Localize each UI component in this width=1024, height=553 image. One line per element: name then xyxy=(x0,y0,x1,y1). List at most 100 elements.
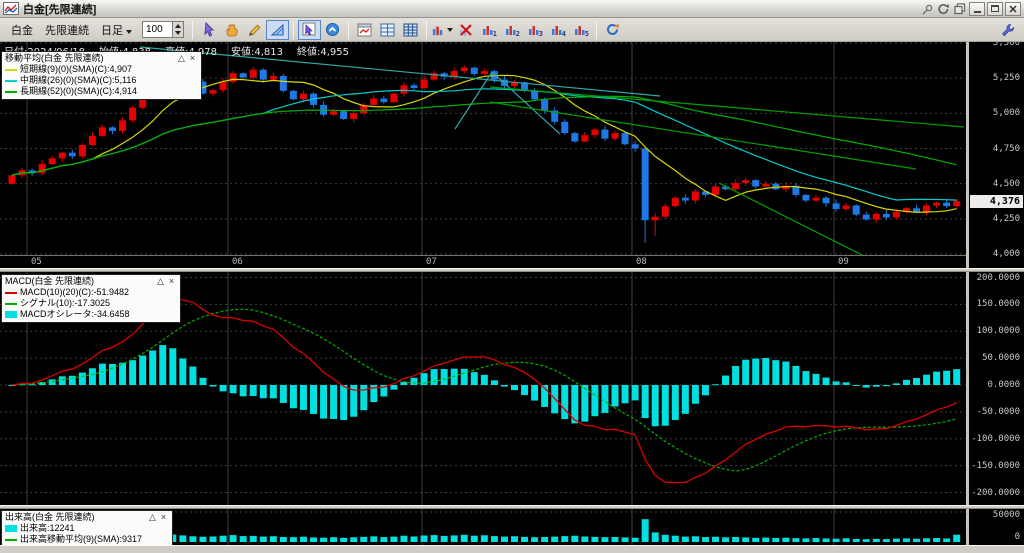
zoom-reset-button[interactable] xyxy=(321,20,344,40)
macd-axis-label: 0.0000 xyxy=(987,380,1020,390)
minimize-button[interactable] xyxy=(969,1,985,16)
macd-histogram-layer xyxy=(8,345,961,427)
volume-axis-label: 0 xyxy=(1014,532,1020,542)
bar-count-spinner[interactable]: 100 xyxy=(142,21,184,38)
volume-axis[interactable]: 50000 0 xyxy=(966,509,1024,545)
slot-number: 4 xyxy=(561,29,566,38)
ruler-tool-button[interactable] xyxy=(266,19,289,40)
panel-splitter[interactable] xyxy=(0,268,1024,272)
legend-row: 出来高移動平均(9)(SMA):9317 xyxy=(5,534,169,545)
crosshair-pointer-button[interactable] xyxy=(298,19,321,40)
title-bar[interactable]: 白金[先限連続] xyxy=(0,0,1024,18)
pan-tool-button[interactable] xyxy=(220,20,243,40)
volume-legend-box: 出来高(白金 先限連続) △ × 出来高:12241 出来高移動平均(9)(SM… xyxy=(1,510,173,545)
current-price-tag: 4,376 xyxy=(970,195,1023,209)
oscillator-swatch xyxy=(5,311,17,318)
legend-row: 中期線(26)(0)(SMA)(C):5,116 xyxy=(5,75,198,86)
duplicate-window-icon[interactable] xyxy=(952,2,967,16)
indicator-slot-2-button[interactable]: 2 xyxy=(500,20,523,40)
mini-chart-icon xyxy=(552,26,562,35)
spin-up-button[interactable] xyxy=(173,22,183,30)
app-icon xyxy=(3,2,19,15)
spin-up-icon xyxy=(175,23,181,28)
toolbar: 白金 先限連続 日足 100 xyxy=(0,18,1024,42)
refresh-icon xyxy=(607,23,619,35)
x-axis-label: 07 xyxy=(426,257,437,267)
ma-legend-box: 移動平均(白金 先限連続) △ × 短期線(9)(0)(SMA)(C):4,90… xyxy=(1,51,202,100)
volume-panel: 出来高(白金 先限連続) △ × 出来高:12241 出来高移動平均(9)(SM… xyxy=(0,509,1024,545)
legend-close-button[interactable]: × xyxy=(168,276,175,286)
toolbar-separator xyxy=(192,20,193,39)
macd-axis-label: -100.0000 xyxy=(971,433,1020,444)
volume-plot-area[interactable]: 出来高(白金 先限連続) △ × 出来高:12241 出来高移動平均(9)(SM… xyxy=(0,509,966,545)
legend-row: 出来高:12241 xyxy=(5,523,169,534)
legend-close-button[interactable]: × xyxy=(160,512,167,522)
indicator-slot-1-button[interactable]: 1 xyxy=(477,20,500,40)
legend-collapse-button[interactable]: △ xyxy=(149,512,156,522)
macd-legend-box: MACD(白金 先限連続) △ × MACD(10)(20)(C):-51.94… xyxy=(1,274,181,323)
hand-icon xyxy=(226,24,238,37)
macd-line-label: MACD(10)(20)(C):-51.9482 xyxy=(20,287,130,297)
cursor-arrow-icon xyxy=(203,22,214,37)
macd-plot-area[interactable]: MACD(白金 先限連続) △ × MACD(10)(20)(C):-51.94… xyxy=(0,272,966,505)
reload-data-button[interactable] xyxy=(601,20,624,40)
settings-wrench-button[interactable] xyxy=(996,20,1019,40)
indicator-slot-3-button[interactable]: 3 xyxy=(523,20,546,40)
toolbar-separator xyxy=(293,20,294,39)
legend-collapse-button[interactable]: △ xyxy=(178,53,185,63)
price-axis-label: 4,000 xyxy=(992,249,1020,259)
sma-long-label: 長期線(52)(0)(SMA)(C):4,914 xyxy=(20,86,138,96)
candlestick-chart[interactable] xyxy=(0,42,966,255)
spin-down-button[interactable] xyxy=(173,30,183,38)
maximize-icon xyxy=(991,5,999,12)
price-axis[interactable]: 4,376 5,500 5,250 5,000 4,750 4,500 4,250 4,00… xyxy=(966,42,1024,268)
timeframe-dropdown[interactable]: 日足 xyxy=(101,22,132,38)
slot-number: 2 xyxy=(515,29,520,38)
series-label: 先限連続 xyxy=(45,24,89,37)
legend-close-button[interactable]: × xyxy=(189,53,196,63)
macd-axis-label: 50.0000 xyxy=(982,353,1020,364)
volume-axis-label: 50000 xyxy=(992,510,1020,520)
sma-mid-label: 中期線(26)(0)(SMA)(C):5,116 xyxy=(20,75,137,85)
signal-line-label: シグナル(10):-17.3025 xyxy=(20,298,111,308)
close-button[interactable] xyxy=(1005,1,1021,16)
macd-axis[interactable]: 200.0000 150.0000 100.0000 50.0000 0.0000 -50… xyxy=(966,272,1024,505)
grid-layout-button[interactable] xyxy=(376,20,399,40)
triangle-ruler-icon xyxy=(270,23,284,36)
indicator-slot-4-button[interactable]: 4 xyxy=(546,20,569,40)
refresh-window-icon[interactable] xyxy=(936,2,951,16)
clear-indicator-button[interactable] xyxy=(454,20,477,40)
indicator-slot-5-button[interactable]: 5 xyxy=(569,20,592,40)
slot-number: 5 xyxy=(584,29,589,38)
price-axis-label: 5,000 xyxy=(992,108,1020,119)
chart-type-dropdown-button[interactable] xyxy=(431,20,454,40)
main-plot-area[interactable]: 日付:2024/06/18始値:4,838高値:4,978安値:4,813終値:… xyxy=(0,42,966,268)
legend-row: 長期線(52)(0)(SMA)(C):4,914 xyxy=(5,86,198,97)
pencil-icon xyxy=(248,24,261,37)
pin-icon[interactable] xyxy=(920,2,935,16)
macd-line xyxy=(11,295,957,484)
signal-line-swatch xyxy=(5,302,17,305)
info-low: 安値:4,813 xyxy=(231,47,284,58)
multi-grid-layout-button[interactable] xyxy=(399,20,422,40)
price-axis-label: 4,750 xyxy=(992,143,1020,154)
maximize-button[interactable] xyxy=(987,1,1003,16)
volume-swatch xyxy=(5,525,17,532)
price-axis-label: 5,250 xyxy=(992,73,1020,84)
legend-collapse-button[interactable]: △ xyxy=(157,276,164,286)
macd-line-swatch xyxy=(5,291,17,294)
new-chart-window-button[interactable] xyxy=(353,20,376,40)
draw-tool-button[interactable] xyxy=(243,20,266,40)
signal-line xyxy=(11,308,957,472)
legend-row: シグナル(10):-17.3025 xyxy=(5,298,177,309)
price-axis-label: 4,250 xyxy=(992,213,1020,224)
macd-axis-label: 100.0000 xyxy=(976,326,1020,337)
select-tool-button[interactable] xyxy=(197,20,220,40)
panel-splitter[interactable] xyxy=(0,505,1024,509)
macd-panel: MACD(白金 先限連続) △ × MACD(10)(20)(C):-51.94… xyxy=(0,272,1024,505)
x-axis-label: 06 xyxy=(232,257,243,267)
volume-ma9-swatch xyxy=(5,538,17,541)
spinner-buttons[interactable] xyxy=(172,21,184,38)
bar-count-value[interactable]: 100 xyxy=(142,21,172,38)
